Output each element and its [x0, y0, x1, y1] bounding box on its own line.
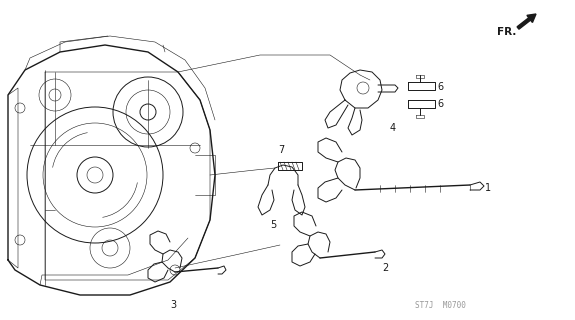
Text: 2: 2 — [382, 263, 388, 273]
Text: 4: 4 — [390, 123, 396, 133]
Text: FR.: FR. — [497, 27, 516, 37]
FancyArrow shape — [517, 14, 536, 29]
Text: 6: 6 — [437, 82, 443, 92]
Text: 3: 3 — [170, 300, 176, 310]
Text: 6: 6 — [437, 99, 443, 109]
Text: 7: 7 — [278, 145, 284, 155]
Text: 5: 5 — [270, 220, 276, 230]
Text: 1: 1 — [485, 183, 491, 193]
Text: ST7J  M0700: ST7J M0700 — [415, 300, 466, 309]
